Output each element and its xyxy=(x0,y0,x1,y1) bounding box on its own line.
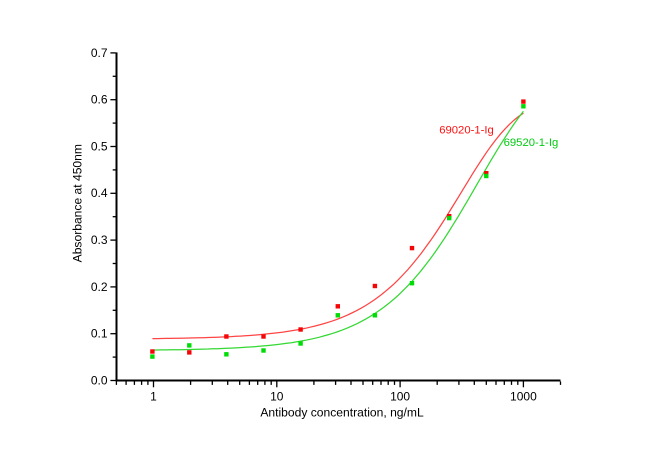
svg-text:0.1: 0.1 xyxy=(91,327,108,341)
svg-text:0.5: 0.5 xyxy=(91,139,108,153)
svg-text:1: 1 xyxy=(150,389,157,403)
svg-text:69020-1-Ig: 69020-1-Ig xyxy=(439,125,494,137)
svg-text:69520-1-Ig: 69520-1-Ig xyxy=(504,137,559,149)
svg-text:Antibody concentration, ng/mL: Antibody concentration, ng/mL xyxy=(260,406,424,420)
svg-text:0.7: 0.7 xyxy=(91,46,108,60)
svg-text:1000: 1000 xyxy=(510,389,537,403)
svg-text:0.2: 0.2 xyxy=(91,280,108,294)
svg-text:0.3: 0.3 xyxy=(91,233,108,247)
svg-text:0.0: 0.0 xyxy=(91,373,108,387)
svg-text:10: 10 xyxy=(270,389,284,403)
svg-text:100: 100 xyxy=(390,389,410,403)
svg-text:0.4: 0.4 xyxy=(91,186,108,200)
svg-text:0.6: 0.6 xyxy=(91,93,108,107)
svg-text:Absorbance at 450nm: Absorbance at 450nm xyxy=(70,144,84,262)
